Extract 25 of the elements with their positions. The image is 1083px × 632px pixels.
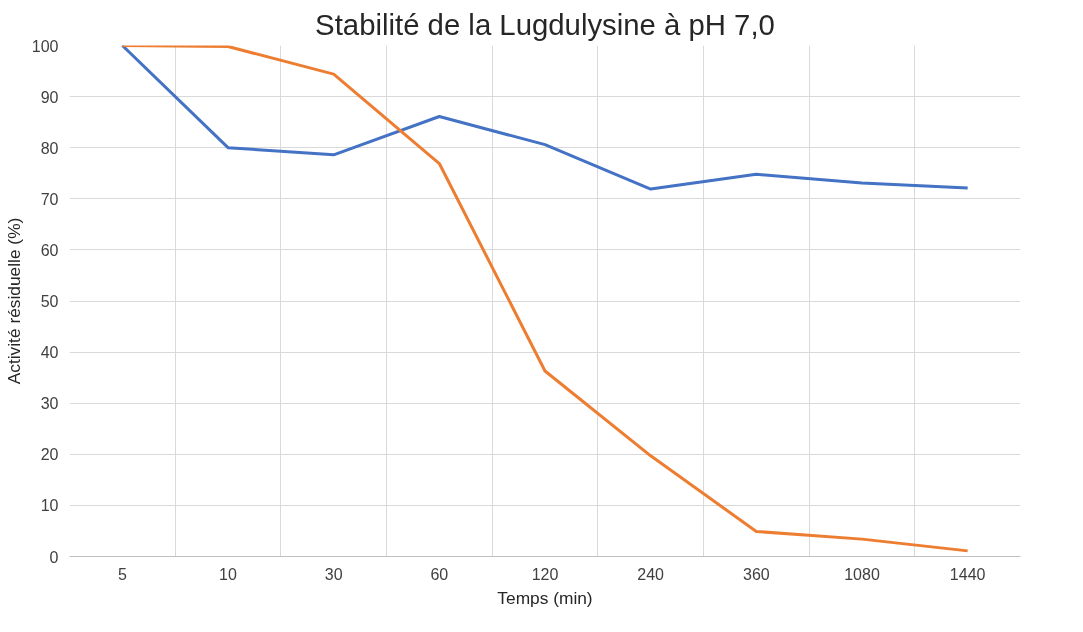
- y-tick-label: 40: [40, 344, 59, 362]
- line-series: [120, 45, 970, 553]
- x-tick-label: 1440: [949, 565, 986, 583]
- chart-title: Stabilité de la Lugdulysine à pH 7,0: [315, 7, 775, 41]
- y-tick-label: 80: [40, 139, 59, 157]
- y-tick-label: 10: [40, 497, 59, 515]
- y-tick-label: 90: [40, 88, 59, 106]
- y-tick-label: 60: [40, 241, 59, 259]
- x-tick-label: 360: [742, 565, 770, 583]
- line-series: [120, 45, 970, 191]
- y-tick-label: 20: [40, 446, 59, 464]
- x-axis-title: Temps (min): [497, 587, 593, 608]
- y-tick-label: 0: [49, 548, 59, 566]
- x-tick-label: 240: [637, 565, 665, 583]
- x-tick-label: 5: [117, 565, 127, 583]
- y-tick-label: 30: [40, 395, 59, 413]
- x-tick-label: 10: [219, 565, 237, 583]
- x-tick-label: 60: [430, 565, 449, 583]
- y-tick-label: 100: [31, 37, 59, 55]
- x-tick-label: 120: [531, 565, 559, 583]
- y-tick-label: 70: [40, 190, 59, 208]
- y-tick-label: 50: [40, 293, 59, 310]
- y-axis-title: Activité résiduelle (%): [3, 217, 24, 385]
- x-tick-label: 30: [324, 565, 343, 583]
- x-tick-label: 1080: [844, 565, 880, 583]
